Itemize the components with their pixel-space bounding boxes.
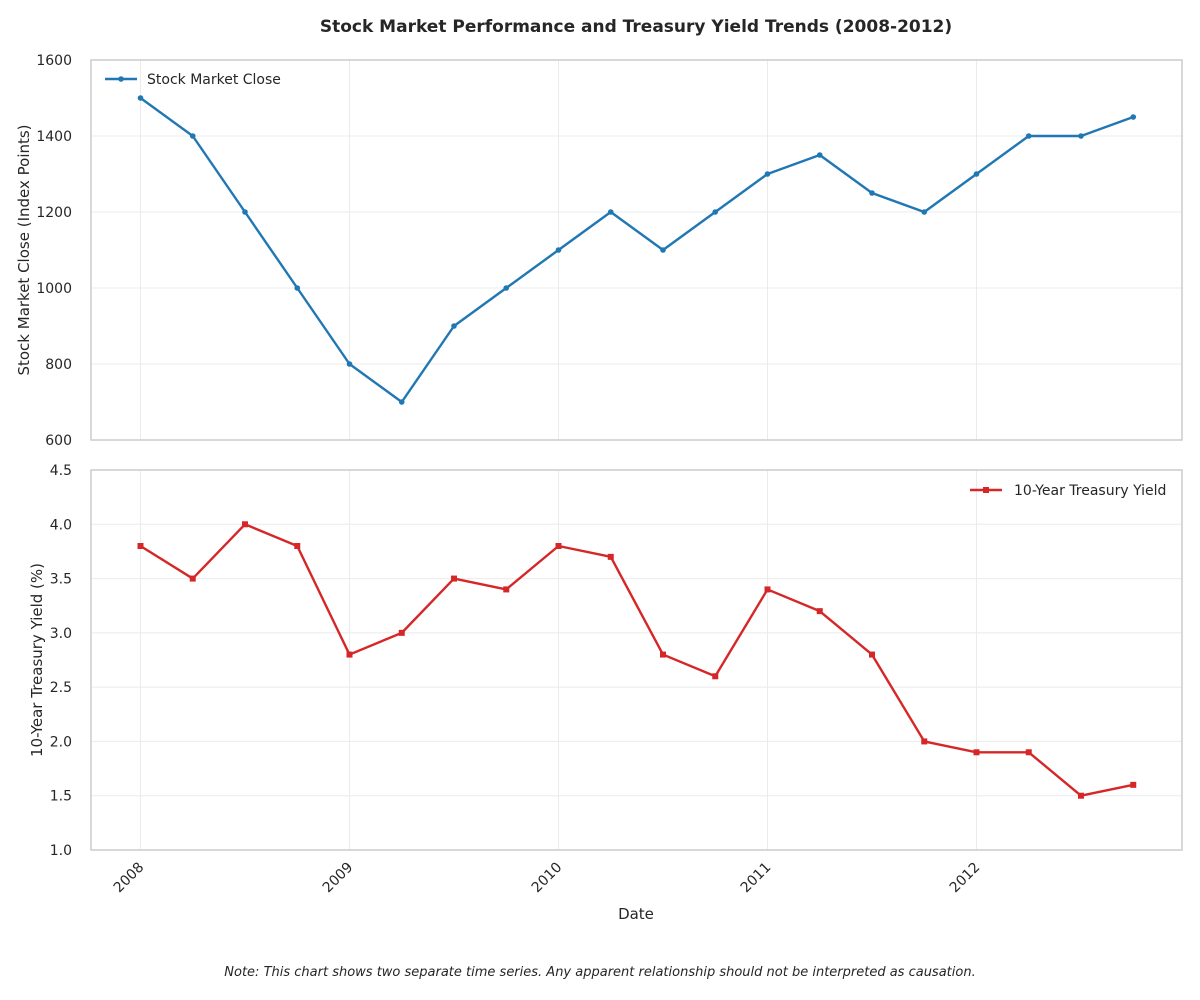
y-tick-label: 1.5	[50, 789, 72, 805]
data-point	[816, 152, 823, 158]
x-axis-label: Date	[618, 905, 654, 923]
data-point	[346, 361, 353, 367]
data-point	[869, 190, 875, 196]
data-point	[242, 209, 248, 215]
data-point	[712, 209, 719, 215]
data-point	[607, 553, 614, 560]
data-point	[189, 575, 196, 582]
data-point	[660, 247, 666, 253]
y-tick-label: 1.0	[50, 843, 72, 859]
data-point	[189, 133, 196, 139]
legend-swatch-marker	[118, 76, 124, 82]
data-point	[1130, 781, 1137, 788]
legend-label: 10-Year Treasury Yield	[1014, 483, 1166, 499]
panel-1: 600 800 1000 1200 1400 1600 Stock Market Close…	[15, 53, 1183, 449]
data-point	[346, 651, 353, 658]
y-tick-label: 1600	[36, 53, 72, 69]
series-line	[139, 97, 1134, 404]
x-tick-label: 2011	[738, 860, 775, 897]
data-point	[973, 171, 980, 177]
y-tick-label: 3.0	[50, 626, 72, 642]
legend-label: Stock Market Close	[147, 72, 281, 88]
chart-note: Note: This chart shows two separate time…	[224, 965, 976, 980]
y-tick-label: 1200	[36, 205, 72, 221]
data-point	[764, 586, 771, 593]
x-tick-label: 2012	[947, 860, 984, 897]
y-tick-label: 1400	[36, 129, 72, 145]
y-axis-label: 10-Year Treasury Yield (%)	[28, 563, 46, 757]
data-point	[503, 285, 510, 291]
y-tick-label: 3.5	[50, 572, 72, 588]
data-point	[1130, 114, 1137, 120]
panel-2: 1.0 1.5 2.0 2.5 3.0 3.5 4.0 4.5 10-Year Treasury…	[28, 463, 1183, 859]
data-point	[660, 651, 666, 658]
data-point	[1025, 133, 1032, 139]
data-point	[1025, 749, 1032, 756]
grid-lines	[91, 59, 1182, 441]
data-point	[137, 95, 144, 101]
y-tick-label: 800	[45, 357, 72, 373]
legend-swatch-marker	[983, 487, 989, 493]
data-point	[555, 543, 562, 549]
x-tick-label: 2009	[320, 860, 357, 897]
data-point	[921, 738, 928, 745]
chart-title: Stock Market Performance and Treasury Yi…	[320, 17, 952, 37]
x-tick-label: 2008	[111, 860, 148, 897]
data-point	[1078, 133, 1084, 139]
data-point	[555, 247, 562, 253]
y-tick-label: 4.5	[50, 463, 72, 479]
y-tick-label: 2.0	[50, 734, 72, 750]
y-tick-label: 600	[45, 433, 72, 449]
y-axis-label: Stock Market Close (Index Points)	[15, 124, 33, 375]
series-line	[139, 523, 1134, 797]
data-point	[1078, 792, 1084, 799]
x-tick-label: 2010	[529, 860, 566, 897]
data-point	[137, 543, 144, 549]
data-point	[973, 749, 980, 756]
plot-frame	[90, 59, 1183, 441]
data-point	[503, 586, 510, 593]
y-tick-label: 2.5	[50, 680, 72, 696]
data-point	[242, 521, 248, 528]
data-point	[869, 651, 875, 658]
data-point	[816, 608, 823, 615]
data-point	[294, 285, 301, 291]
data-point	[607, 209, 614, 215]
data-point	[451, 575, 457, 582]
data-point	[398, 629, 405, 636]
data-point	[451, 323, 457, 329]
data-point	[398, 399, 405, 405]
data-point	[712, 673, 719, 680]
data-point	[921, 209, 928, 215]
plot-frame	[90, 469, 1183, 851]
data-point	[764, 171, 771, 177]
data-point	[294, 543, 301, 549]
y-tick-label: 4.0	[50, 517, 72, 533]
y-tick-label: 1000	[36, 281, 72, 297]
